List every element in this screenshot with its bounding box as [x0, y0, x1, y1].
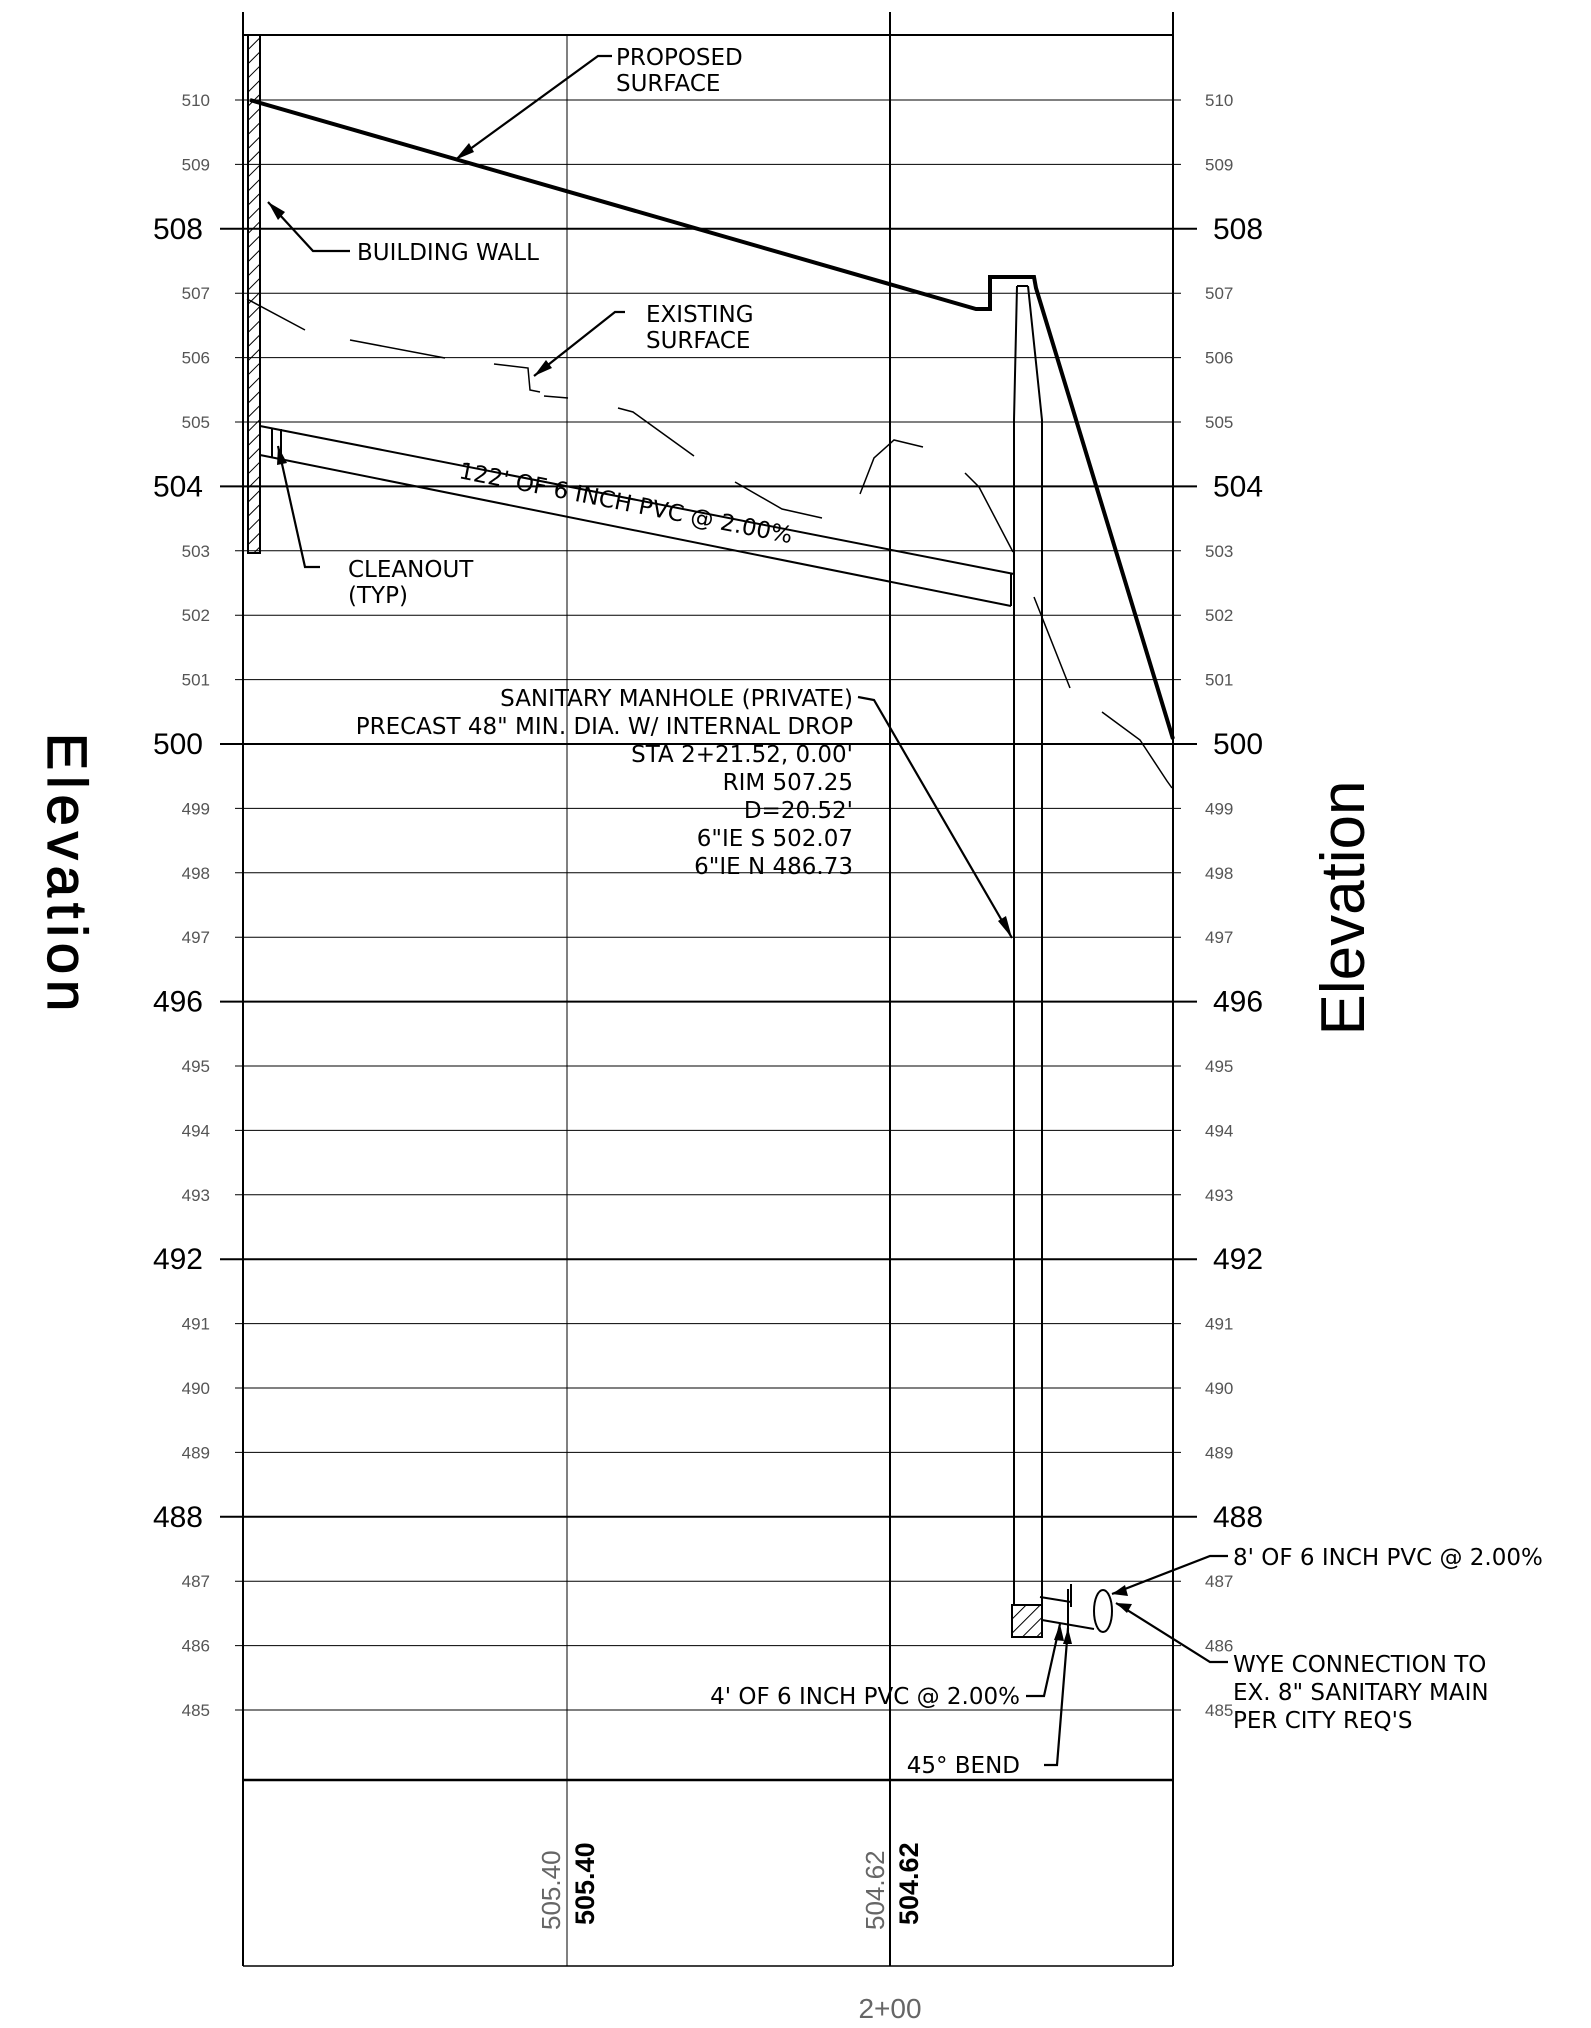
tick-label-left: 506 [182, 349, 210, 368]
major-tick-label-left: 492 [153, 1243, 203, 1276]
tick-label-left: 493 [182, 1186, 210, 1205]
wye-line-2: EX. 8" SANITARY MAIN [1233, 1680, 1489, 1706]
tick-label-right: 506 [1205, 349, 1233, 368]
tick-label-right: 509 [1205, 155, 1233, 174]
existing-grade-value-1: 505.40 [536, 1850, 566, 1930]
major-tick-label-left: 496 [153, 986, 203, 1019]
major-tick-label-right: 492 [1213, 1243, 1263, 1276]
tick-label-left: 503 [182, 542, 210, 561]
tick-label-right: 497 [1205, 928, 1233, 947]
tick-label-right: 503 [1205, 542, 1233, 561]
manhole-line-6: 6"IE S 502.07 [697, 826, 853, 852]
elevation-tick-labels: 510 510 509 509 507 507 506 506 505 505 503 503 502 5… [153, 91, 1263, 1720]
tick-label-left: 502 [182, 606, 210, 625]
wye-line-1: WYE CONNECTION TO [1233, 1652, 1486, 1678]
tick-label-right: 505 [1205, 413, 1233, 432]
proposed-surface-label-1: PROPOSED [616, 45, 743, 71]
tick-label-left: 507 [182, 284, 210, 303]
station-label: 2+00 [858, 1993, 921, 2024]
tick-label-right: 489 [1205, 1443, 1233, 1462]
proposed-grade-value-2: 504.62 [894, 1842, 924, 1925]
tick-label-left: 499 [182, 799, 210, 818]
tick-label-left: 490 [182, 1379, 210, 1398]
tick-label-left: 487 [182, 1572, 210, 1591]
grid-frame [242, 12, 1174, 1967]
pipe-8ft-label: 8' OF 6 INCH PVC @ 2.00% [1233, 1545, 1543, 1571]
tick-label-right: 487 [1205, 1572, 1233, 1591]
leader-lines [267, 54, 1228, 1767]
bend-label: 45° BEND [907, 1753, 1020, 1779]
existing-surface-line [246, 298, 1173, 789]
tick-label-right: 498 [1205, 864, 1233, 883]
tick-label-right: 485 [1205, 1701, 1233, 1720]
right-axis-title: Elevation [1309, 780, 1378, 1035]
tick-label-right: 501 [1205, 671, 1233, 690]
major-tick-label-left: 488 [153, 1501, 203, 1534]
tick-label-left: 494 [182, 1121, 210, 1140]
outlet-piping [1039, 1584, 1095, 1636]
main-pipe [259, 425, 1015, 607]
proposed-grade-value-1: 505.40 [570, 1842, 600, 1925]
major-tick-label-right: 504 [1213, 470, 1263, 503]
manhole-line-4: RIM 507.25 [723, 770, 853, 796]
tick-label-right: 486 [1205, 1637, 1233, 1656]
tick-label-left: 498 [182, 864, 210, 883]
major-tick-label-left: 500 [153, 728, 203, 761]
proposed-surface-label-2: SURFACE [616, 71, 720, 97]
manhole-line-2: PRECAST 48" MIN. DIA. W/ INTERNAL DROP [356, 714, 853, 740]
tick-label-left: 495 [182, 1057, 210, 1076]
manhole-line-3: STA 2+21.52, 0.00' [631, 742, 853, 768]
tick-label-right: 507 [1205, 284, 1233, 303]
existing-surface-label-2: SURFACE [646, 328, 750, 354]
manhole-base [1011, 1604, 1043, 1638]
existing-grade-value-2: 504.62 [860, 1850, 890, 1930]
tick-label-left: 486 [182, 1637, 210, 1656]
building-wall [247, 34, 261, 554]
wye-connection-symbol [1093, 1589, 1113, 1633]
tick-label-right: 493 [1205, 1186, 1233, 1205]
building-wall-label: BUILDING WALL [357, 240, 539, 266]
manhole-line-7: 6"IE N 486.73 [694, 854, 853, 880]
pipe-4ft-label: 4' OF 6 INCH PVC @ 2.00% [710, 1684, 1020, 1710]
proposed-surface-line [249, 98, 1175, 740]
major-tick-label-right: 500 [1213, 728, 1263, 761]
major-tick-label-left: 504 [153, 470, 203, 503]
major-tick-label-right: 496 [1213, 986, 1263, 1019]
major-tick-label-right: 488 [1213, 1501, 1263, 1534]
major-tick-label-left: 508 [153, 213, 203, 246]
tick-label-right: 499 [1205, 799, 1233, 818]
tick-label-left: 509 [182, 155, 210, 174]
manhole-line-1: SANITARY MANHOLE (PRIVATE) [500, 686, 853, 712]
wye-line-3: PER CITY REQ'S [1233, 1708, 1413, 1734]
manhole-line-5: D=20.52' [744, 798, 853, 824]
tick-label-right: 510 [1205, 91, 1233, 110]
tick-label-right: 495 [1205, 1057, 1233, 1076]
cleanout-label-1: CLEANOUT [348, 557, 474, 583]
tick-label-left: 510 [182, 91, 210, 110]
cleanout-label-2: (TYP) [348, 583, 408, 609]
manhole-callout: SANITARY MANHOLE (PRIVATE) PRECAST 48" M… [356, 686, 853, 880]
elevation-gridlines [220, 99, 1197, 1711]
tick-label-right: 490 [1205, 1379, 1233, 1398]
tick-label-left: 505 [182, 413, 210, 432]
tick-label-right: 502 [1205, 606, 1233, 625]
existing-surface-label-1: EXISTING [646, 302, 754, 328]
tick-label-left: 501 [182, 671, 210, 690]
left-axis-title: Elevation [36, 733, 99, 1017]
tick-label-left: 497 [182, 928, 210, 947]
tick-label-left: 489 [182, 1443, 210, 1462]
major-tick-label-right: 508 [1213, 213, 1263, 246]
tick-label-left: 485 [182, 1701, 210, 1720]
leader-arrowheads [268, 143, 1132, 1644]
manhole-structure [1013, 285, 1043, 1606]
tick-label-right: 491 [1205, 1315, 1233, 1334]
tick-label-right: 494 [1205, 1121, 1233, 1140]
tick-label-left: 491 [182, 1315, 210, 1334]
